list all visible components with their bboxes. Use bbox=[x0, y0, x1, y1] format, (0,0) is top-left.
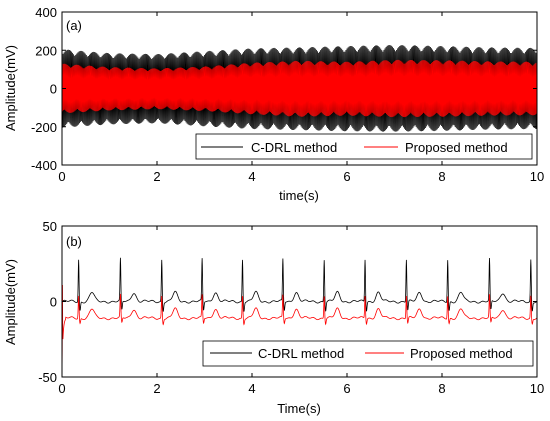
panel-a-xtick-label: 8 bbox=[438, 169, 445, 184]
panel-b-xtick-label: 8 bbox=[438, 381, 445, 396]
panel-b-xtick-label: 6 bbox=[343, 381, 350, 396]
panel-a-label: (a) bbox=[66, 18, 82, 33]
panel-a-ytick-label: 400 bbox=[35, 5, 57, 20]
panel-a-xtick-label: 10 bbox=[530, 169, 544, 184]
panel-a-ytick-label: -400 bbox=[31, 158, 57, 173]
panel-a-frame bbox=[61, 11, 538, 166]
panel-a-xlabel: time(s) bbox=[279, 188, 319, 203]
panel-a-series-cdrl bbox=[61, 45, 538, 132]
panel-a-xtick-label: 6 bbox=[343, 169, 350, 184]
panel-a-series-proposed bbox=[61, 59, 538, 118]
panel-b-ytick-label: -50 bbox=[38, 370, 57, 385]
panel-b-xtick-label: 0 bbox=[58, 381, 65, 396]
panel-b-xtick-label: 2 bbox=[153, 381, 160, 396]
panel-b-legend-cdrl: C-DRL method bbox=[258, 346, 344, 361]
panel-a: 0 2 4 6 8 10 -400 -200 0 200 400 (a) time(s) Ampli… bbox=[3, 5, 544, 203]
panel-a-ytick-label: 0 bbox=[50, 82, 57, 97]
panel-b-xtick-label: 10 bbox=[530, 381, 544, 396]
panel-a-ytick-label: 200 bbox=[35, 43, 57, 58]
panel-a-legend-cdrl: C-DRL method bbox=[251, 140, 337, 155]
panel-a-legend: C-DRL method Proposed method bbox=[195, 133, 533, 160]
panel-b-ylabel: Amplitude(mV) bbox=[3, 259, 18, 345]
panel-b-legend: C-DRL method Proposed method bbox=[202, 340, 534, 367]
panel-a-xtick-label: 0 bbox=[58, 169, 65, 184]
panel-b-series-group bbox=[61, 257, 538, 376]
panel-a-xtick-label: 2 bbox=[153, 169, 160, 184]
panel-a-ticks: 0 2 4 6 8 10 -400 -200 0 200 400 bbox=[31, 5, 544, 184]
panel-b-series-cdrl bbox=[61, 257, 538, 312]
panel-b-legend-proposed: Proposed method bbox=[410, 346, 513, 361]
panel-a-legend-proposed: Proposed method bbox=[405, 140, 508, 155]
panel-a-ylabel: Amplitude(mV) bbox=[3, 45, 18, 131]
panel-b-xtick-label: 4 bbox=[248, 381, 255, 396]
panel-b-frame bbox=[61, 225, 538, 378]
panel-a-ytick-label: -200 bbox=[31, 120, 57, 135]
panel-a-xtick-label: 4 bbox=[248, 169, 255, 184]
panel-b-xlabel: Time(s) bbox=[277, 401, 321, 416]
panel-a-series-group bbox=[61, 45, 538, 132]
panel-b-ytick-label: 0 bbox=[50, 295, 57, 310]
panel-b-ytick-label: 50 bbox=[43, 219, 57, 234]
panel-b-series-proposed bbox=[61, 284, 538, 376]
panel-b-label: (b) bbox=[66, 234, 82, 249]
